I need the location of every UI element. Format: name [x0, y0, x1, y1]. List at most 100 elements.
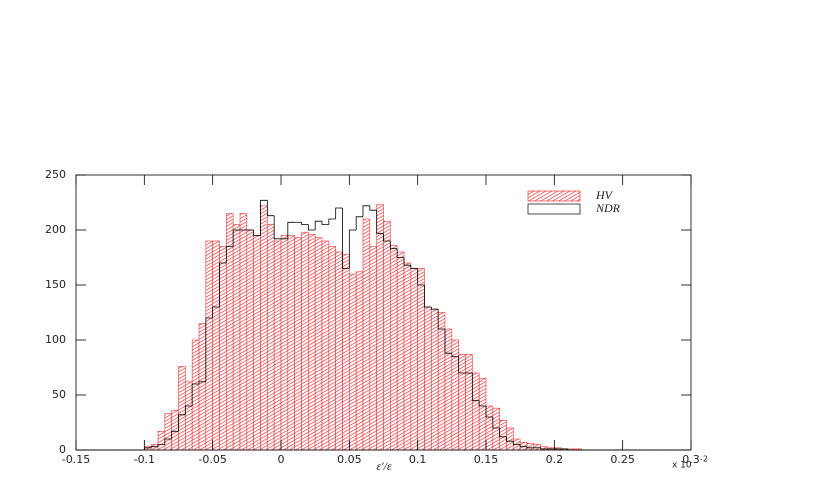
hist-bar — [191, 339, 200, 451]
x-tick-label: 0 — [278, 453, 285, 466]
x-tick-label: 0.3 — [682, 453, 700, 466]
hist-step — [184, 405, 193, 415]
hist-bar — [362, 218, 371, 451]
hist-step — [219, 262, 227, 307]
hist-bar — [444, 328, 453, 451]
hist-bar — [239, 213, 248, 451]
hist-bar — [519, 441, 528, 451]
hist-bar — [390, 245, 398, 451]
hist-step — [396, 248, 404, 258]
x-multiplier: x 10 — [672, 461, 692, 471]
hist-bar — [431, 308, 439, 451]
hist-bar — [267, 224, 275, 451]
hist-bar — [185, 381, 193, 451]
hist-bar — [287, 235, 295, 451]
hist-step — [273, 215, 281, 240]
hist-bar — [308, 234, 316, 451]
hist-step — [369, 205, 377, 211]
hist-bar — [212, 240, 220, 451]
hist-step — [458, 356, 466, 374]
hist-bar — [369, 246, 377, 451]
hist-step — [198, 381, 206, 384]
hist-bar — [171, 410, 179, 451]
legend-swatch — [527, 190, 581, 202]
hist-step — [376, 210, 384, 234]
x-tick-label: 0.1 — [409, 453, 427, 466]
y-tick-label: 0 — [59, 443, 66, 456]
hist-bar — [396, 251, 405, 451]
hist-bar — [485, 405, 494, 451]
hist-step — [253, 230, 261, 236]
x-tick-label: -0.05 — [198, 453, 226, 466]
hist-step — [266, 200, 275, 217]
hist-step — [150, 446, 158, 448]
hist-step — [492, 417, 500, 429]
hist-bar — [178, 366, 186, 451]
hist-step — [430, 307, 439, 310]
hist-step — [424, 285, 432, 308]
hist-step — [485, 406, 493, 418]
hist-step — [212, 306, 220, 318]
hist-bar — [321, 240, 330, 451]
hist-bar — [403, 262, 412, 451]
hist-step — [355, 216, 363, 230]
legend-label: NDR — [595, 201, 621, 215]
hist-bar — [314, 237, 323, 451]
hist-step — [307, 224, 316, 231]
x-tick-label: 0.15 — [474, 453, 499, 466]
hist-bar — [157, 430, 166, 451]
hist-bar — [437, 312, 446, 451]
hist-step — [301, 222, 309, 225]
hist-step — [314, 220, 322, 230]
hist-bar — [273, 240, 282, 451]
hist-step — [410, 265, 418, 269]
hist-step — [328, 218, 336, 225]
hist-bar — [232, 224, 241, 451]
hist-step — [389, 241, 398, 250]
hist-bar — [280, 235, 289, 451]
hist-step — [171, 430, 179, 439]
hist-bar — [506, 427, 514, 451]
hist-bar — [424, 306, 432, 451]
hist-bar — [533, 444, 541, 451]
hist-step — [403, 257, 411, 266]
hist-bar — [492, 407, 500, 451]
hist-step — [417, 268, 425, 286]
hist-step — [540, 447, 548, 450]
hist-step — [437, 309, 445, 330]
x-tick-label: 0.2 — [546, 453, 564, 466]
hist-bar — [458, 353, 466, 451]
hist-step — [519, 444, 527, 448]
x-tick-label: 0.05 — [337, 453, 362, 466]
hist-bar — [246, 229, 254, 451]
hist-bar — [260, 205, 268, 451]
hist-step — [348, 229, 357, 269]
x-axis-label: ε'/ε — [376, 459, 392, 473]
hist-bar — [205, 240, 213, 451]
hist-step — [205, 317, 213, 382]
hist-step — [451, 353, 459, 357]
hist-step — [321, 221, 329, 225]
hist-bar — [526, 443, 535, 451]
y-tick-label: 200 — [45, 223, 66, 236]
y-tick-label: 50 — [52, 388, 66, 401]
hist-step — [506, 436, 514, 442]
hist-bar — [417, 268, 425, 451]
y-tick-label: 150 — [45, 278, 66, 291]
hist-step — [335, 207, 343, 219]
hist-step — [444, 329, 452, 354]
hist-step — [260, 199, 268, 236]
hist-step — [499, 428, 507, 438]
hist-step — [287, 221, 295, 239]
hist-step — [191, 383, 199, 406]
legend-swatch — [527, 203, 581, 215]
hist-bar — [540, 446, 548, 451]
x-tick-label: -0.1 — [134, 453, 155, 466]
hist-bar — [226, 213, 234, 451]
hist-step — [362, 205, 370, 217]
hist-step — [478, 400, 486, 407]
hist-step — [512, 441, 521, 445]
hist-step — [342, 208, 350, 269]
hist-step — [526, 446, 534, 449]
hist-bar — [342, 253, 350, 451]
